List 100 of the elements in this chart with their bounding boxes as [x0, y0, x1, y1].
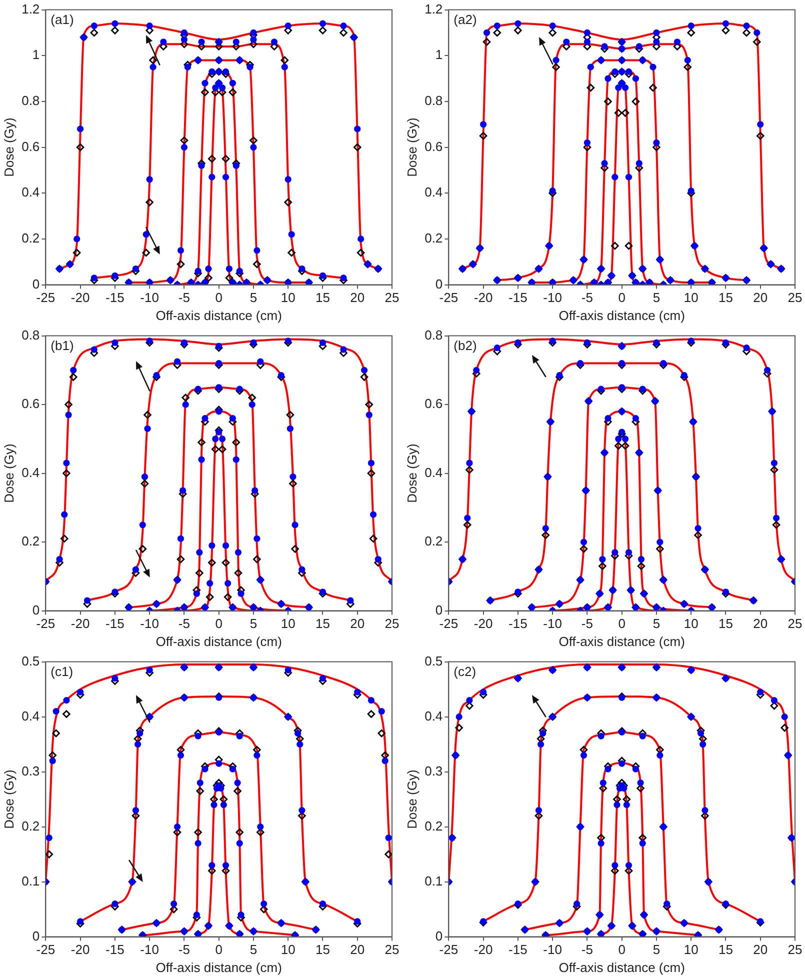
x-tick-label: 20: [350, 942, 365, 958]
x-tick-label: 0: [215, 942, 222, 958]
x-tick-label: -10: [140, 290, 159, 306]
x-tick-label: 20: [753, 942, 768, 958]
x-tick-label: -10: [140, 942, 159, 958]
y-tick-label: 0.6: [424, 138, 443, 154]
x-tick-label: 0: [618, 942, 626, 958]
x-tick-label: -20: [70, 290, 90, 306]
x-tick-label: -10: [543, 942, 562, 958]
y-tick-label: 0.4: [22, 464, 40, 480]
y-tick-label: 0.4: [424, 708, 443, 724]
x-tick-label: -5: [581, 616, 593, 632]
y-tick-label: 0.2: [22, 534, 40, 549]
y-tick-label: 0.6: [22, 138, 40, 154]
x-tick-label: 25: [384, 290, 400, 306]
x-tick-label: -5: [178, 942, 190, 958]
x-tick-label: 5: [652, 290, 660, 306]
y-axis-title: Dose (Gy): [404, 118, 420, 177]
x-tick-label: -20: [70, 616, 90, 632]
x-tick-label: -10: [543, 616, 562, 632]
x-tick-label: -15: [508, 290, 528, 306]
x-tick-label: 15: [316, 616, 330, 632]
x-tick-label: 15: [316, 290, 330, 306]
y-axis-title: Dose (Gy): [404, 770, 420, 829]
x-tick-label: 0: [618, 290, 626, 306]
x-tick-label: 5: [250, 942, 258, 958]
x-tick-label: -5: [581, 290, 593, 306]
x-tick-label: -20: [474, 942, 493, 958]
x-tick-label: 5: [250, 290, 258, 306]
y-tick-label: 0.6: [22, 396, 40, 412]
x-tick-label: 25: [384, 942, 400, 958]
x-tick-label: 25: [384, 616, 400, 632]
x-axis-title: Off-axis distance (cm): [558, 308, 685, 323]
y-tick-label: 0.8: [22, 327, 40, 342]
x-tick-label: 0: [215, 616, 222, 632]
x-tick-label: -25: [36, 290, 56, 306]
x-axis-title: Off-axis distance (cm): [558, 960, 685, 975]
y-tick-label: 0.3: [424, 763, 443, 778]
y-tick-label: 0.1: [22, 873, 40, 888]
y-axis-title: Dose (Gy): [404, 444, 420, 503]
y-tick-label: 0: [32, 928, 40, 944]
x-tick-label: 25: [788, 942, 802, 958]
y-tick-label: 0.2: [424, 534, 443, 549]
x-tick-label: 15: [718, 942, 733, 958]
x-tick-label: -15: [106, 290, 124, 306]
y-tick-label: 0.2: [424, 818, 443, 834]
x-tick-label: -25: [36, 942, 56, 958]
x-tick-label: -20: [474, 290, 493, 306]
x-tick-label: 25: [788, 290, 802, 306]
x-tick-label: -15: [106, 942, 124, 958]
x-tick-label: 20: [350, 616, 365, 632]
y-axis-title: Dose (Gy): [1, 770, 16, 829]
y-tick-label: 1: [435, 47, 443, 62]
annotation: (c1): [50, 664, 74, 679]
annotation: (b1): [50, 338, 74, 353]
x-tick-label: 20: [753, 616, 768, 632]
annotation: (b2): [454, 338, 477, 353]
y-tick-label: 0.2: [22, 230, 40, 246]
annotation: (c2): [454, 664, 476, 679]
y-tick-label: 0: [435, 928, 443, 944]
x-tick-label: -20: [474, 616, 493, 632]
x-tick-label: -15: [106, 616, 124, 632]
y-axis-title: Dose (Gy): [1, 118, 16, 177]
x-tick-label: 15: [316, 942, 330, 958]
x-tick-label: 5: [250, 616, 258, 632]
y-tick-label: 1: [32, 47, 40, 62]
x-tick-label: 5: [652, 942, 660, 958]
x-tick-label: 20: [753, 290, 768, 306]
annotation: (a1): [50, 12, 74, 27]
x-tick-label: 0: [618, 616, 626, 632]
x-tick-label: -10: [140, 616, 159, 632]
y-tick-label: 0: [32, 602, 40, 618]
y-tick-label: 0.2: [22, 818, 40, 834]
x-tick-label: 10: [280, 942, 296, 958]
y-tick-label: 1.2: [22, 1, 40, 16]
x-tick-label: -25: [439, 290, 458, 306]
y-tick-label: 0: [32, 276, 40, 292]
x-tick-label: -15: [508, 942, 528, 958]
y-tick-label: 0.5: [424, 653, 443, 668]
x-tick-label: -5: [178, 290, 190, 306]
x-tick-label: -15: [508, 616, 528, 632]
x-tick-label: 10: [684, 942, 698, 958]
y-tick-label: 0.8: [424, 93, 443, 108]
x-tick-label: 15: [718, 616, 733, 632]
x-tick-label: 0: [215, 290, 222, 306]
y-tick-label: 0: [435, 276, 443, 292]
y-tick-label: 0.8: [22, 93, 40, 108]
x-tick-label: -5: [178, 616, 190, 632]
y-tick-label: 0.2: [424, 230, 443, 246]
x-tick-label: -25: [439, 942, 458, 958]
y-tick-label: 0.4: [424, 184, 443, 200]
y-tick-label: 0: [435, 602, 443, 618]
x-tick-label: 5: [652, 616, 660, 632]
x-axis-title: Off-axis distance (cm): [156, 960, 282, 975]
y-axis-title: Dose (Gy): [1, 444, 16, 503]
x-tick-label: 10: [280, 290, 296, 306]
x-tick-label: -25: [439, 616, 458, 632]
x-tick-label: 20: [350, 290, 365, 306]
x-tick-label: 10: [280, 616, 296, 632]
x-tick-label: -20: [70, 942, 90, 958]
